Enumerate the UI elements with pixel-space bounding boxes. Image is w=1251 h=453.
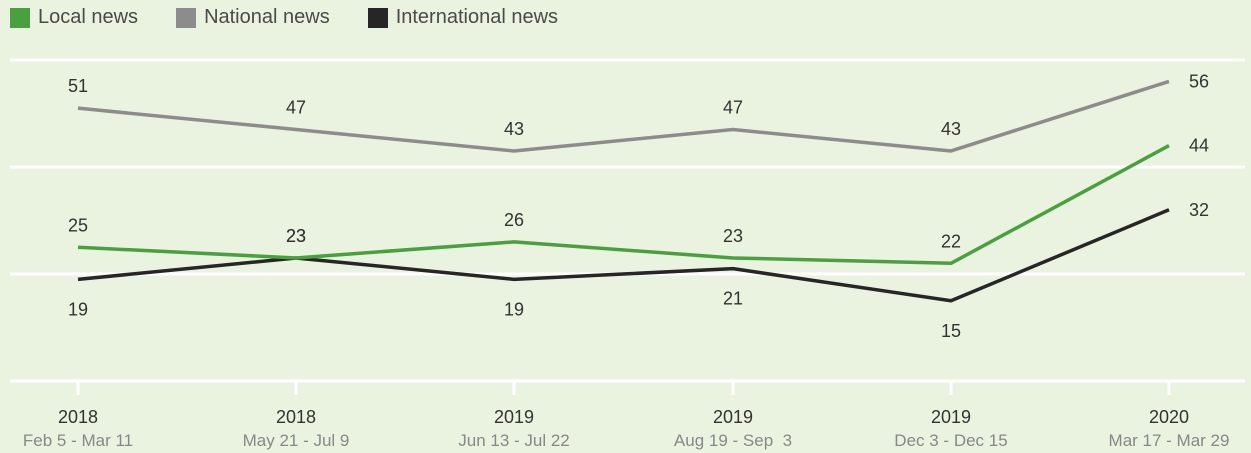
x-tick-year-5: 2020 [1149, 407, 1189, 427]
data-label-local-0: 25 [68, 215, 88, 235]
legend-item-international: International news [367, 6, 559, 29]
x-tick-range-3: Aug 19 - Sep 3 [674, 431, 792, 450]
data-label-international-0: 19 [68, 299, 88, 319]
x-tick-range-5: Mar 17 - Mar 29 [1109, 431, 1230, 450]
local-news-line [77, 144, 1170, 266]
data-label-local-4: 22 [941, 231, 961, 251]
legend-item-local: Local news [10, 6, 138, 29]
data-label-national-5: 56 [1189, 71, 1209, 91]
international-news-line [77, 208, 1170, 303]
legend-label-local: Local news [38, 6, 139, 28]
x-tick-range-4: Dec 3 - Dec 15 [894, 431, 1007, 450]
legend-swatch-international [367, 7, 388, 28]
data-label-national-3: 47 [723, 98, 743, 118]
x-tick-year-1: 2018 [276, 407, 316, 427]
data-label-local-3: 23 [723, 226, 743, 246]
data-label-national-1: 47 [286, 98, 306, 118]
x-tick-year-0: 2018 [58, 407, 98, 427]
x-tick-range-1: May 21 - Jul 9 [243, 431, 350, 450]
data-label-national-0: 51 [68, 76, 88, 96]
legend-swatch-local [10, 7, 30, 28]
legend-item-national: National news [176, 6, 330, 29]
data-label-national-4: 43 [941, 119, 961, 139]
data-label-international-1: 23 [286, 226, 306, 246]
x-tick-range-0: Feb 5 - Mar 11 [23, 431, 133, 450]
legend: Local news National news International n… [10, 6, 558, 29]
data-label-international-2: 19 [504, 299, 524, 319]
data-label-local-2: 26 [504, 210, 524, 230]
data-label-local-5: 44 [1189, 136, 1209, 156]
legend-label-national: National news [204, 6, 330, 28]
national-news-line [77, 79, 1170, 153]
data-label-international-3: 21 [723, 289, 743, 309]
data-label-international-5: 32 [1189, 200, 1209, 220]
data-label-national-2: 43 [504, 119, 524, 139]
legend-swatch-national [176, 7, 197, 28]
data-label-local-1: 23 [286, 226, 306, 246]
legend-label-international: International news [395, 6, 559, 28]
data-label-international-4: 15 [941, 321, 961, 341]
x-tick-year-4: 2019 [931, 407, 971, 427]
x-tick-year-3: 2019 [713, 407, 753, 427]
x-tick-range-2: Jun 13 - Jul 22 [458, 431, 570, 450]
x-tick-year-2: 2019 [494, 407, 534, 427]
